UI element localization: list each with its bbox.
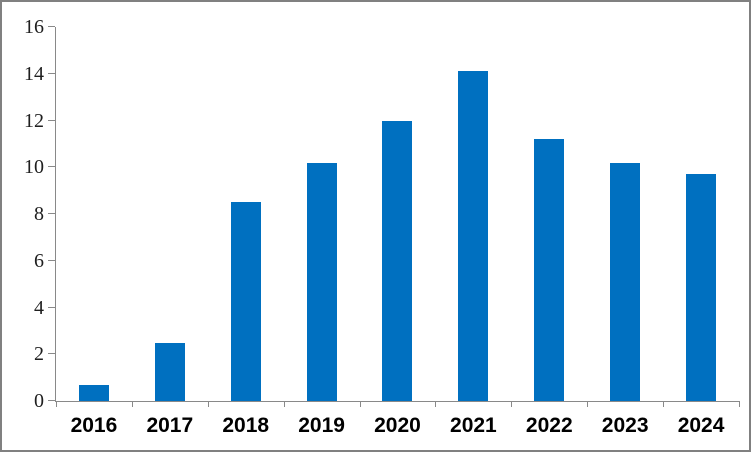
x-axis-tick	[435, 401, 437, 407]
x-tick-label: 2017	[146, 414, 194, 437]
y-axis-tick	[48, 26, 55, 27]
bar-2023	[610, 162, 641, 401]
y-axis-tick	[48, 306, 55, 308]
category-slot-2021: 2021	[435, 27, 511, 437]
bar-2024	[686, 174, 717, 401]
x-tick-label: 2019	[298, 414, 345, 437]
y-axis-tick	[48, 400, 55, 401]
category-slot-2022: 2022	[511, 27, 587, 437]
bar-2019	[306, 162, 337, 401]
y-tick-label: 0	[34, 390, 44, 412]
bar-2021	[458, 71, 489, 401]
x-axis-tick	[359, 401, 361, 407]
x-axis-tick	[511, 401, 513, 407]
y-axis-tick	[48, 353, 55, 355]
y-tick-label: 4	[34, 296, 44, 319]
category-slot-2018: 2018	[208, 27, 284, 437]
y-tick-label: 6	[34, 249, 44, 272]
x-tick-label: 2020	[374, 414, 421, 437]
bar-2022	[534, 139, 565, 401]
y-tick-label: 14	[24, 62, 44, 85]
x-tick-label: 2023	[601, 414, 649, 437]
y-tick-label: 10	[24, 156, 44, 179]
bar-2020	[382, 120, 413, 401]
x-axis-tick	[207, 401, 209, 407]
x-tick-label: 2018	[222, 414, 270, 437]
category-slot-2019: 2019	[284, 27, 360, 437]
category-slot-2020: 2020	[360, 27, 436, 437]
bar-2018	[230, 202, 261, 401]
x-tick-label: 2016	[70, 414, 118, 437]
y-tick-label: 2	[34, 343, 44, 366]
bar-2016	[78, 384, 109, 401]
y-axis-tick	[48, 259, 55, 261]
x-axis-tick	[739, 401, 740, 407]
bar-2017	[154, 342, 185, 401]
x-tick-label: 2021	[450, 414, 497, 437]
y-axis-tick	[48, 119, 55, 121]
category-slot-2023: 2023	[587, 27, 663, 437]
x-axis-tick	[587, 401, 589, 407]
y-axis-tick	[48, 166, 55, 168]
y-tick-label: 8	[34, 203, 44, 225]
x-axis-tick	[56, 401, 57, 407]
x-axis-tick	[663, 401, 665, 407]
category-slot-2016: 2016	[56, 27, 132, 437]
y-axis-tick	[48, 213, 55, 214]
y-tick-label: 16	[24, 16, 44, 38]
x-tick-label: 2024	[677, 414, 725, 437]
y-tick-label: 12	[24, 109, 44, 132]
x-axis-tick	[283, 401, 285, 407]
x-axis-tick	[131, 401, 133, 407]
x-tick-label: 2022	[525, 414, 573, 437]
category-slot-2024: 2024	[663, 27, 739, 437]
category-slot-2017: 2017	[132, 27, 208, 437]
plot-area: 0 2 4 6 8 10 12 14 16 2016 2017 2018 2019 2020 2021 202…	[24, 17, 740, 437]
y-axis-tick	[48, 72, 55, 74]
